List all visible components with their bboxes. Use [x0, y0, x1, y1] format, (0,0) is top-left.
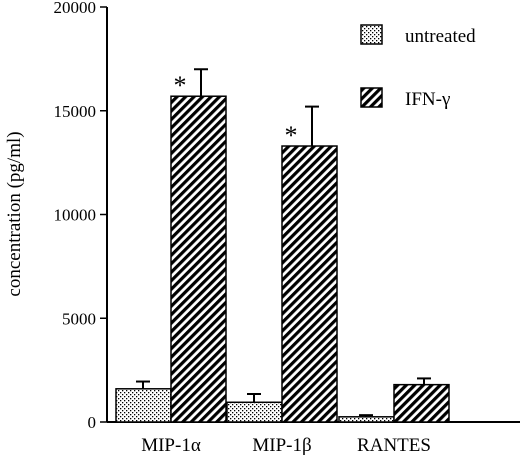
- y-tick-label: 10000: [54, 206, 97, 225]
- legend-swatch-untreated: [360, 24, 383, 45]
- y-ticks: 0 5000 10000 15000 20000: [54, 0, 107, 432]
- x-tick-label: RANTES: [357, 435, 431, 456]
- bar-untreated: [226, 401, 283, 423]
- y-tick-label: 5000: [62, 309, 96, 328]
- y-tick-label: 0: [88, 413, 97, 432]
- y-tick-label: 20000: [54, 0, 97, 17]
- legend: untreated IFN-γ: [360, 24, 476, 110]
- significance-markers: **: [174, 71, 298, 150]
- x-tick-label: MIP-1β: [252, 435, 311, 456]
- bar-untreated: [115, 388, 172, 423]
- y-axis-label: concentration (pg/ml): [4, 131, 25, 296]
- x-tick-label: MIP-1α: [141, 435, 201, 456]
- bars: [115, 95, 450, 423]
- legend-label-untreated: untreated: [405, 26, 476, 47]
- legend-swatch-ifn: [360, 87, 383, 108]
- legend-label-ifn: IFN-γ: [405, 89, 450, 110]
- error-bars: [136, 68, 431, 417]
- bar-ifn: [393, 383, 450, 423]
- significance-star: *: [285, 121, 298, 150]
- y-tick-label: 15000: [54, 102, 97, 121]
- bar-ifn: [281, 145, 338, 423]
- bar-untreated: [338, 416, 395, 423]
- significance-star: *: [174, 71, 187, 100]
- bar-ifn: [170, 95, 227, 423]
- x-tick-labels: MIP-1α MIP-1β RANTES: [141, 435, 431, 456]
